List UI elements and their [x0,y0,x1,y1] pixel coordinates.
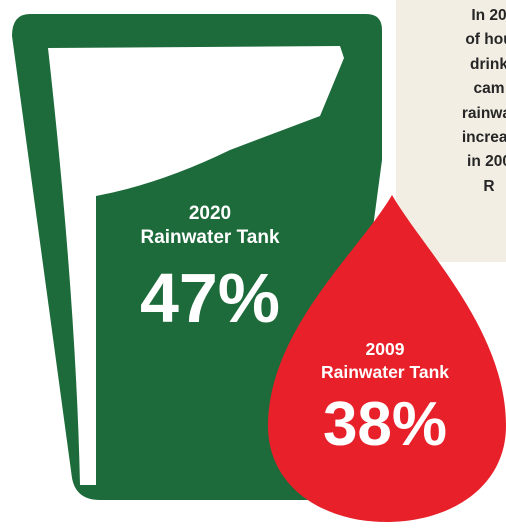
drop-year: 2009 [365,339,405,359]
glass-label: Rainwater Tank [140,227,280,248]
note-panel [396,0,506,262]
glass-value: 47% [139,259,281,337]
drop-value: 38% [322,390,448,459]
drop-label: Rainwater Tank [320,362,450,382]
note-text: In 20 of hou drink cam rainwat increas i… [461,7,506,195]
glass-year: 2020 [188,203,232,224]
water-drop-icon [268,195,506,522]
